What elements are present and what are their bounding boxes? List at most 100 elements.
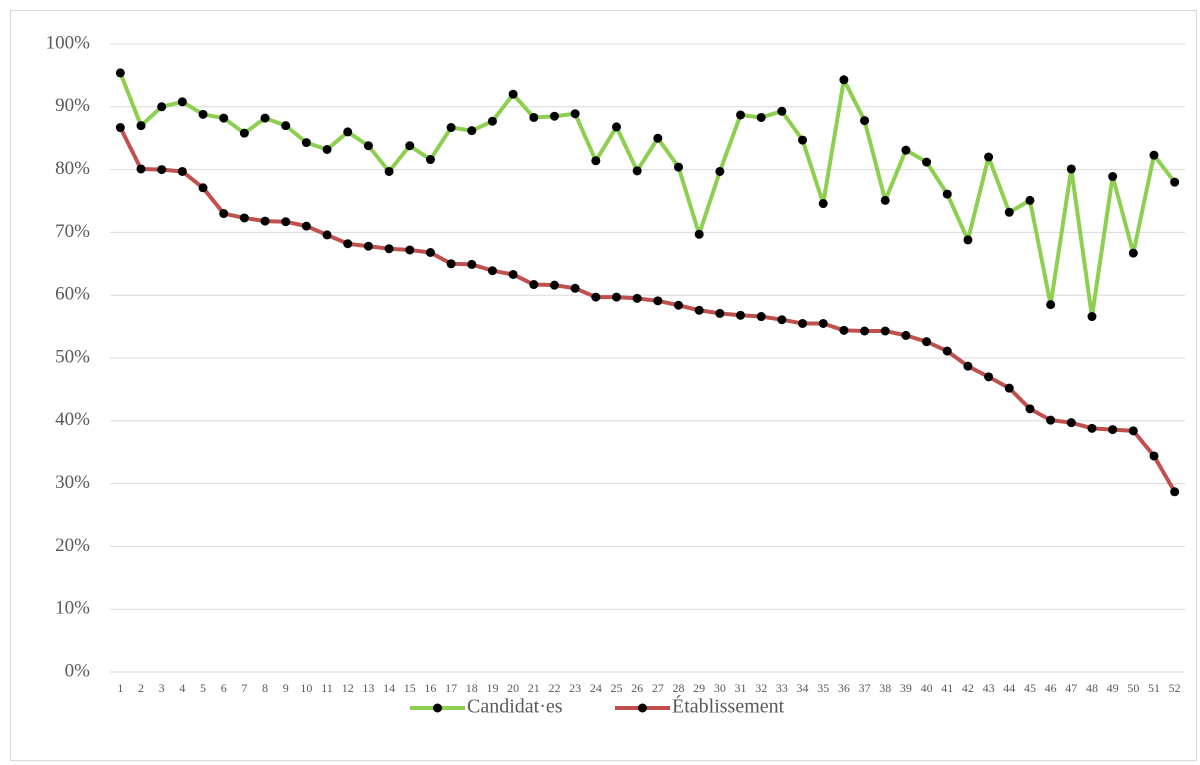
x-tick-label: 46 [1045,681,1057,695]
x-tick-label: 44 [1003,681,1015,695]
point [115,68,125,78]
x-tick-label: 48 [1086,681,1098,695]
point [529,280,539,290]
point [570,283,580,293]
x-tick-label: 8 [262,681,268,695]
x-tick-label: 25 [610,681,622,695]
point [549,280,559,290]
point [674,162,684,172]
point [1025,195,1035,205]
x-tick-label: 4 [179,681,185,695]
x-tick-label: 35 [817,681,829,695]
point [1046,415,1056,425]
point [487,266,497,276]
point [611,122,621,132]
point [715,166,725,176]
x-tick-label: 42 [962,681,974,695]
point [219,209,229,219]
point [715,308,725,318]
y-tick-label: 0% [65,660,91,681]
point [446,123,456,133]
point [942,346,952,356]
point [570,109,580,119]
x-tick-label: 10 [300,681,312,695]
point [963,361,973,371]
point [363,141,373,151]
point [384,166,394,176]
point [260,113,270,123]
point [984,372,994,382]
point [777,106,787,116]
point [1128,248,1138,258]
point [157,102,167,112]
x-tick-label: 41 [941,681,953,695]
point [467,126,477,136]
point [281,217,291,227]
point [818,199,828,209]
x-tick-label: 15 [404,681,416,695]
x-tick-label: 40 [921,681,933,695]
chart-border [10,10,1197,761]
point [901,145,911,155]
point [756,112,766,122]
x-tick-label: 39 [900,681,912,695]
point [239,213,249,223]
point [322,230,332,240]
point [1025,404,1035,414]
point [487,116,497,126]
x-tick-label: 3 [159,681,165,695]
x-tick-label: 52 [1169,681,1181,695]
point [756,312,766,322]
point [984,152,994,162]
x-tick-label: 7 [241,681,247,695]
point [860,326,870,336]
point [343,127,353,137]
y-tick-label: 10% [55,598,90,619]
point [839,75,849,85]
x-tick-label: 47 [1065,681,1077,695]
x-tick-label: 38 [879,681,891,695]
point [1004,383,1014,393]
point [1066,418,1076,428]
x-tick-label: 26 [631,681,643,695]
x-tick-label: 13 [362,681,374,695]
series-line [118,72,1177,319]
point [1087,312,1097,322]
x-tick-label: 29 [693,681,705,695]
x-tick-label: 43 [983,681,995,695]
point [591,156,601,166]
y-tick-label: 60% [55,284,90,305]
x-tick-label: 12 [342,681,354,695]
point [198,183,208,193]
point [798,318,808,328]
point [798,135,808,145]
x-tick-label: 16 [424,681,436,695]
x-tick-label: 14 [383,681,395,695]
point [1128,426,1138,436]
point [632,293,642,303]
x-tick-label: 51 [1148,681,1160,695]
point [322,145,332,155]
point [136,121,146,131]
point [198,109,208,119]
point [446,259,456,269]
x-tick-label: 37 [859,681,871,695]
x-tick-label: 2 [138,681,144,695]
y-tick-label: 30% [55,472,90,493]
point [343,239,353,249]
legend-marker [433,703,442,713]
series-line [118,126,1177,493]
y-tick-label: 50% [55,346,90,367]
x-tick-label: 18 [466,681,478,695]
x-tick-label: 23 [569,681,581,695]
point [549,111,559,121]
x-tick-label: 24 [590,681,602,695]
point [405,141,415,151]
point [363,241,373,251]
point [239,128,249,138]
x-tick-label: 34 [797,681,809,695]
point [736,110,746,120]
x-tick-label: 20 [507,681,519,695]
y-tick-label: 40% [55,409,90,430]
